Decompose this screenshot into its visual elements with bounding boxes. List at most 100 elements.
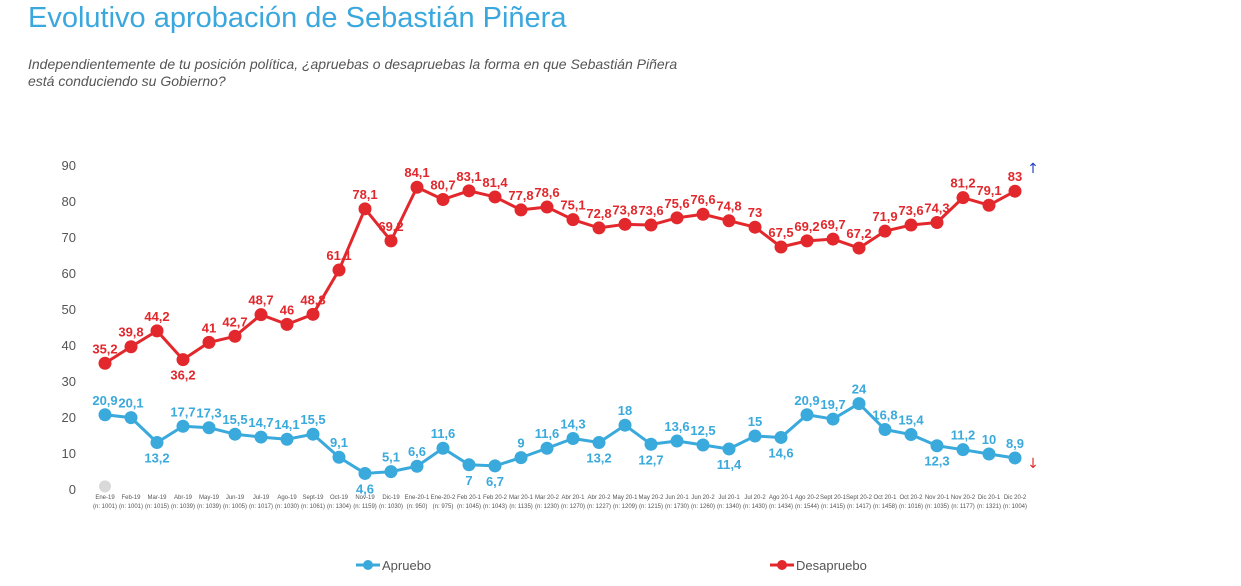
- data-label: 14,7: [248, 415, 273, 430]
- data-point: [722, 214, 736, 228]
- y-tick-label: 10: [62, 446, 76, 461]
- data-label: 79,1: [976, 183, 1001, 198]
- data-point: [670, 211, 684, 225]
- data-point: [826, 232, 840, 246]
- data-point: [462, 184, 476, 198]
- data-label: 39,8: [118, 325, 143, 340]
- x-tick-label: Dic 20-2: [1004, 495, 1027, 501]
- x-tick-sample-size: (n: 1270): [561, 504, 585, 510]
- data-label: 83,1: [456, 169, 481, 184]
- data-label: 11,6: [431, 426, 456, 441]
- x-tick-label: Jun 20-1: [665, 495, 689, 501]
- data-point: [202, 421, 216, 435]
- x-tick-label: May-19: [199, 495, 220, 501]
- x-tick-label: Jun-19: [226, 495, 245, 501]
- x-tick-sample-size: (n: 1321): [977, 504, 1001, 510]
- data-point: [618, 217, 632, 231]
- x-tick-sample-size: (n: 1177): [951, 504, 975, 510]
- x-tick-label: Mar 20-2: [535, 495, 560, 501]
- data-label: 42,7: [222, 314, 247, 329]
- data-point: [176, 419, 190, 433]
- data-point: [410, 459, 424, 473]
- data-label: 6,6: [408, 444, 426, 459]
- data-label: 48,8: [300, 292, 325, 307]
- x-tick-label: Ago 20-2: [795, 495, 820, 501]
- data-point: [98, 356, 112, 370]
- data-point: [618, 418, 632, 432]
- x-tick-sample-size: (n: 1544): [795, 504, 819, 510]
- x-tick-label: Nov-19: [355, 495, 375, 501]
- trend-up-arrow-icon: ↑: [1027, 161, 1039, 177]
- y-tick-label: 30: [62, 374, 76, 389]
- x-tick-sample-size: (n: 1043): [483, 504, 507, 510]
- data-label: 15,5: [222, 412, 247, 427]
- x-tick-label: Ago-19: [277, 495, 297, 501]
- data-label: 13,2: [586, 450, 611, 465]
- data-label: 15: [748, 414, 762, 429]
- data-label: 78,1: [352, 187, 377, 202]
- data-label: 73,6: [638, 203, 663, 218]
- data-point: [306, 427, 320, 441]
- data-label: 14,3: [560, 417, 585, 432]
- data-point: [384, 465, 398, 479]
- data-label: 83: [1008, 169, 1022, 184]
- data-point: [956, 191, 970, 205]
- y-tick-label: 70: [62, 230, 76, 245]
- data-point: [228, 329, 242, 343]
- data-label: 20,9: [794, 393, 819, 408]
- data-point: [514, 203, 528, 217]
- x-tick-sample-size: (n: 950): [407, 504, 428, 510]
- data-point: [800, 408, 814, 422]
- data-label: 48,7: [248, 293, 273, 308]
- x-tick-sample-size: (n: 1434): [769, 504, 793, 510]
- x-tick-label: May 20-2: [638, 495, 664, 501]
- x-tick-sample-size: (n: 1304): [327, 504, 351, 510]
- data-point: [358, 466, 372, 480]
- x-tick-label: Abr 20-2: [587, 495, 611, 501]
- data-point: [540, 441, 554, 455]
- data-label: 78,6: [534, 185, 559, 200]
- data-label: 71,9: [872, 209, 897, 224]
- data-label: 36,2: [170, 368, 195, 383]
- x-tick-label: Sept 20-1: [820, 495, 847, 501]
- x-tick-label: Feb-19: [121, 495, 141, 501]
- data-label: 35,2: [92, 341, 117, 356]
- x-tick-sample-size: (n: 1004): [1003, 504, 1027, 510]
- data-label: 67,5: [768, 225, 793, 240]
- data-point: [436, 192, 450, 206]
- data-label: 8,9: [1006, 436, 1024, 451]
- y-tick-label: 90: [62, 158, 76, 173]
- x-tick-label: Ago 20-1: [769, 495, 794, 501]
- data-point: [332, 263, 346, 277]
- data-point: [254, 430, 268, 444]
- data-label: 10: [982, 432, 996, 447]
- x-tick-label: Feb 20-2: [483, 495, 508, 501]
- x-tick-sample-size: (n: 1417): [847, 504, 871, 510]
- data-point: [98, 408, 112, 422]
- data-point: [228, 427, 242, 441]
- x-tick-label: Jul 20-1: [718, 495, 740, 501]
- data-label: 67,2: [846, 226, 871, 241]
- data-label: 17,7: [170, 404, 195, 419]
- data-label: 14,6: [768, 445, 793, 460]
- x-tick-sample-size: (n: 1016): [899, 504, 923, 510]
- legend-label: Desapruebo: [796, 558, 867, 573]
- data-point: [748, 220, 762, 234]
- data-point: [774, 240, 788, 254]
- x-tick-label: Oct 20-1: [873, 495, 897, 501]
- x-tick-label: Abr 20-1: [561, 495, 585, 501]
- data-point: [150, 435, 164, 449]
- x-tick-label: Jul-19: [253, 495, 270, 501]
- x-tick-label: Ene-20-2: [431, 495, 456, 501]
- data-label: 11,4: [717, 457, 742, 472]
- data-label: 6,7: [486, 474, 504, 489]
- trend-down-arrow-icon: ↓: [1027, 456, 1039, 472]
- data-label: 13,2: [144, 450, 169, 465]
- data-label: 16,8: [872, 408, 897, 423]
- legend-marker: [363, 560, 373, 570]
- legend-label: Apruebo: [382, 558, 431, 573]
- data-label: 12,5: [690, 423, 715, 438]
- x-tick-label: Oct 20-2: [899, 495, 923, 501]
- x-tick-sample-size: (n: 1209): [613, 504, 637, 510]
- x-tick-sample-size: (n: 1030): [379, 504, 403, 510]
